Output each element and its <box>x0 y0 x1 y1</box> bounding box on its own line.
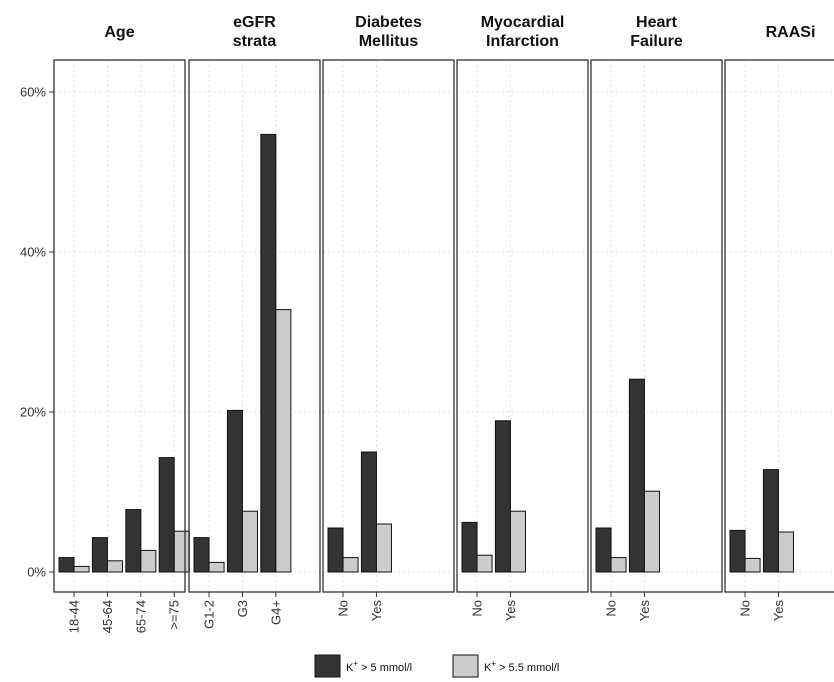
bar-2-1-s2 <box>208 561 225 573</box>
x-tick-label: 18-44 <box>67 600 82 633</box>
bar-3-1-s2 <box>342 557 359 573</box>
facet-title: strata <box>233 33 277 50</box>
bar-6-2-s2 <box>777 531 794 573</box>
facet-title: Myocardial <box>481 14 565 31</box>
facet-panel-5 <box>590 59 723 593</box>
bar-1-4-s2 <box>173 530 190 573</box>
legend-swatch-2 <box>452 654 479 678</box>
bar-5-2-s2 <box>643 490 660 573</box>
facet-panel-6 <box>724 59 834 593</box>
facet-panels <box>53 59 834 593</box>
facet-title: RAASi <box>766 24 816 41</box>
y-tick-label: 0% <box>27 565 46 580</box>
bar-4-1-s2 <box>476 554 493 573</box>
bar-3-2-s2 <box>375 523 392 573</box>
bar-5-2-s1 <box>628 378 645 573</box>
bar-2-3-s1 <box>260 133 277 573</box>
bar-1-3-s2 <box>140 549 157 573</box>
bar-1-4-s1 <box>158 457 175 573</box>
x-axis: 18-44 45-64 65-74 >=75 G1-2 G3 G4+ No Yes No Yes No… <box>67 592 786 633</box>
bar-6-2-s1 <box>762 469 779 573</box>
bar-2-2-s1 <box>226 409 243 573</box>
bar-1-2-s1 <box>91 537 108 573</box>
bar-1-3-s1 <box>125 509 142 573</box>
bar-6-1-s1 <box>729 529 746 573</box>
facet-title: Mellitus <box>359 33 419 50</box>
facet-titles: Age eGFR strata Diabetes Mellitus Myocardial I… <box>104 14 815 50</box>
legend-label-2: K+ > 5.5 mmol/l <box>484 659 559 674</box>
bar-2-2-s2 <box>241 510 258 573</box>
bar-3-1-s1 <box>327 527 344 573</box>
y-tick-label: 20% <box>20 405 46 420</box>
y-axis: 0% 20% 40% 60% <box>20 85 54 580</box>
facet-title: Failure <box>630 33 683 50</box>
bar-2-1-s1 <box>193 537 210 573</box>
bar-5-1-s2 <box>610 557 627 573</box>
bar-4-2-s1 <box>494 420 511 573</box>
bar-3-2-s1 <box>360 451 377 573</box>
bar-1-1-s1 <box>58 557 75 573</box>
bar-4-2-s2 <box>509 510 526 573</box>
facet-panel-4 <box>456 59 589 593</box>
bar-4-1-s1 <box>461 521 478 573</box>
x-tick-label: Yes <box>369 600 384 622</box>
facet-panel-3 <box>322 59 455 593</box>
x-tick-label: No <box>738 600 753 617</box>
bar-1-2-s2 <box>106 560 123 573</box>
bar-2-3-s2 <box>275 309 292 573</box>
x-tick-label: Yes <box>637 600 652 622</box>
x-tick-label: 45-64 <box>100 600 115 633</box>
x-tick-label: 65-74 <box>133 600 148 633</box>
legend: K+ > 5 mmol/l K+ > 5.5 mmol/l <box>314 654 559 678</box>
y-tick-label: 60% <box>20 85 46 100</box>
x-tick-label: G1-2 <box>202 600 217 629</box>
legend-label-1: K+ > 5 mmol/l <box>346 659 412 674</box>
facet-title: Infarction <box>486 33 559 50</box>
x-tick-label: No <box>470 600 485 617</box>
bar-1-1-s2 <box>73 565 90 573</box>
y-tick-label: 40% <box>20 245 46 260</box>
x-tick-label: >=75 <box>167 600 182 630</box>
facet-title: Heart <box>636 14 678 31</box>
x-tick-label: Yes <box>771 600 786 622</box>
x-tick-label: G3 <box>235 600 250 617</box>
x-tick-label: Yes <box>503 600 518 622</box>
legend-swatch-1 <box>314 654 341 678</box>
bar-6-1-s2 <box>744 557 761 573</box>
bar-5-1-s1 <box>595 527 612 573</box>
facet-title: eGFR <box>233 14 276 31</box>
bars <box>58 133 794 573</box>
facet-panel-2 <box>188 59 321 593</box>
x-tick-label: No <box>604 600 619 617</box>
facet-panel-1 <box>53 59 186 593</box>
x-tick-label: G4+ <box>268 600 283 625</box>
facet-title: Diabetes <box>355 14 422 31</box>
x-tick-label: No <box>336 600 351 617</box>
facet-title: Age <box>104 24 134 41</box>
